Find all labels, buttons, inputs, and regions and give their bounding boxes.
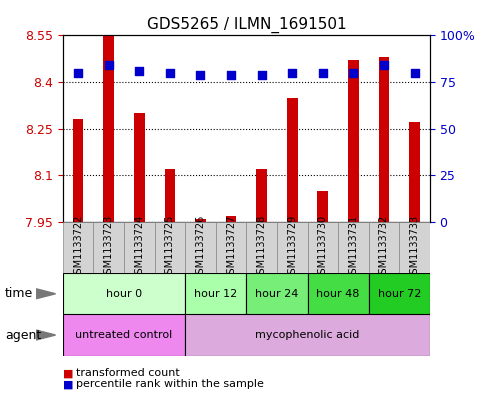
Bar bbox=[134, 113, 144, 222]
Bar bbox=[63, 222, 93, 273]
Text: hour 12: hour 12 bbox=[194, 289, 237, 299]
Point bbox=[197, 72, 204, 78]
Text: GSM1133725: GSM1133725 bbox=[165, 215, 175, 280]
Point bbox=[166, 70, 174, 76]
Bar bbox=[379, 57, 389, 222]
Text: GSM1133729: GSM1133729 bbox=[287, 215, 297, 280]
Bar bbox=[195, 219, 206, 222]
Point bbox=[105, 62, 113, 68]
Point bbox=[288, 70, 296, 76]
Text: GSM1133727: GSM1133727 bbox=[226, 215, 236, 280]
Point bbox=[350, 70, 357, 76]
Polygon shape bbox=[36, 330, 56, 340]
Text: GSM1133728: GSM1133728 bbox=[256, 215, 267, 280]
Text: GSM1133726: GSM1133726 bbox=[196, 215, 205, 280]
Title: GDS5265 / ILMN_1691501: GDS5265 / ILMN_1691501 bbox=[146, 17, 346, 33]
Text: GSM1133724: GSM1133724 bbox=[134, 215, 144, 280]
Text: mycophenolic acid: mycophenolic acid bbox=[256, 330, 360, 340]
Bar bbox=[256, 169, 267, 222]
Bar bbox=[348, 60, 359, 222]
Bar bbox=[338, 222, 369, 273]
Bar bbox=[216, 222, 246, 273]
Text: GSM1133732: GSM1133732 bbox=[379, 215, 389, 280]
Bar bbox=[409, 123, 420, 222]
Point bbox=[319, 70, 327, 76]
Text: GSM1133733: GSM1133733 bbox=[410, 215, 420, 280]
Bar bbox=[124, 222, 155, 273]
Bar bbox=[103, 35, 114, 222]
Point bbox=[258, 72, 266, 78]
Bar bbox=[185, 222, 216, 273]
Text: GSM1133723: GSM1133723 bbox=[104, 215, 114, 280]
Point bbox=[227, 72, 235, 78]
Bar bbox=[277, 222, 308, 273]
Bar bbox=[155, 222, 185, 273]
Bar bbox=[317, 191, 328, 222]
Bar bbox=[93, 222, 124, 273]
Text: hour 72: hour 72 bbox=[378, 289, 421, 299]
Bar bbox=[308, 222, 338, 273]
Bar bbox=[246, 222, 277, 273]
Bar bbox=[73, 119, 84, 222]
Bar bbox=[226, 216, 236, 222]
Bar bbox=[287, 97, 298, 222]
Bar bbox=[246, 273, 308, 314]
Text: ■: ■ bbox=[63, 368, 73, 378]
Bar bbox=[165, 169, 175, 222]
Text: untreated control: untreated control bbox=[75, 330, 172, 340]
Text: GSM1133731: GSM1133731 bbox=[348, 215, 358, 280]
Text: hour 0: hour 0 bbox=[106, 289, 142, 299]
Text: GSM1133722: GSM1133722 bbox=[73, 215, 83, 280]
Text: GSM1133730: GSM1133730 bbox=[318, 215, 328, 280]
Bar bbox=[369, 222, 399, 273]
Text: hour 48: hour 48 bbox=[316, 289, 360, 299]
Text: time: time bbox=[5, 287, 33, 300]
Polygon shape bbox=[36, 289, 56, 299]
Bar bbox=[369, 273, 430, 314]
Bar bbox=[308, 273, 369, 314]
Point bbox=[74, 70, 82, 76]
Point bbox=[380, 62, 388, 68]
Text: transformed count: transformed count bbox=[76, 368, 180, 378]
Text: hour 24: hour 24 bbox=[255, 289, 298, 299]
Point bbox=[135, 68, 143, 74]
Text: agent: agent bbox=[5, 329, 41, 342]
Bar bbox=[63, 314, 185, 356]
Text: ■: ■ bbox=[63, 379, 73, 389]
Text: percentile rank within the sample: percentile rank within the sample bbox=[76, 379, 264, 389]
Bar bbox=[399, 222, 430, 273]
Point bbox=[411, 70, 418, 76]
Bar bbox=[63, 273, 185, 314]
Bar bbox=[185, 314, 430, 356]
Bar bbox=[185, 273, 246, 314]
